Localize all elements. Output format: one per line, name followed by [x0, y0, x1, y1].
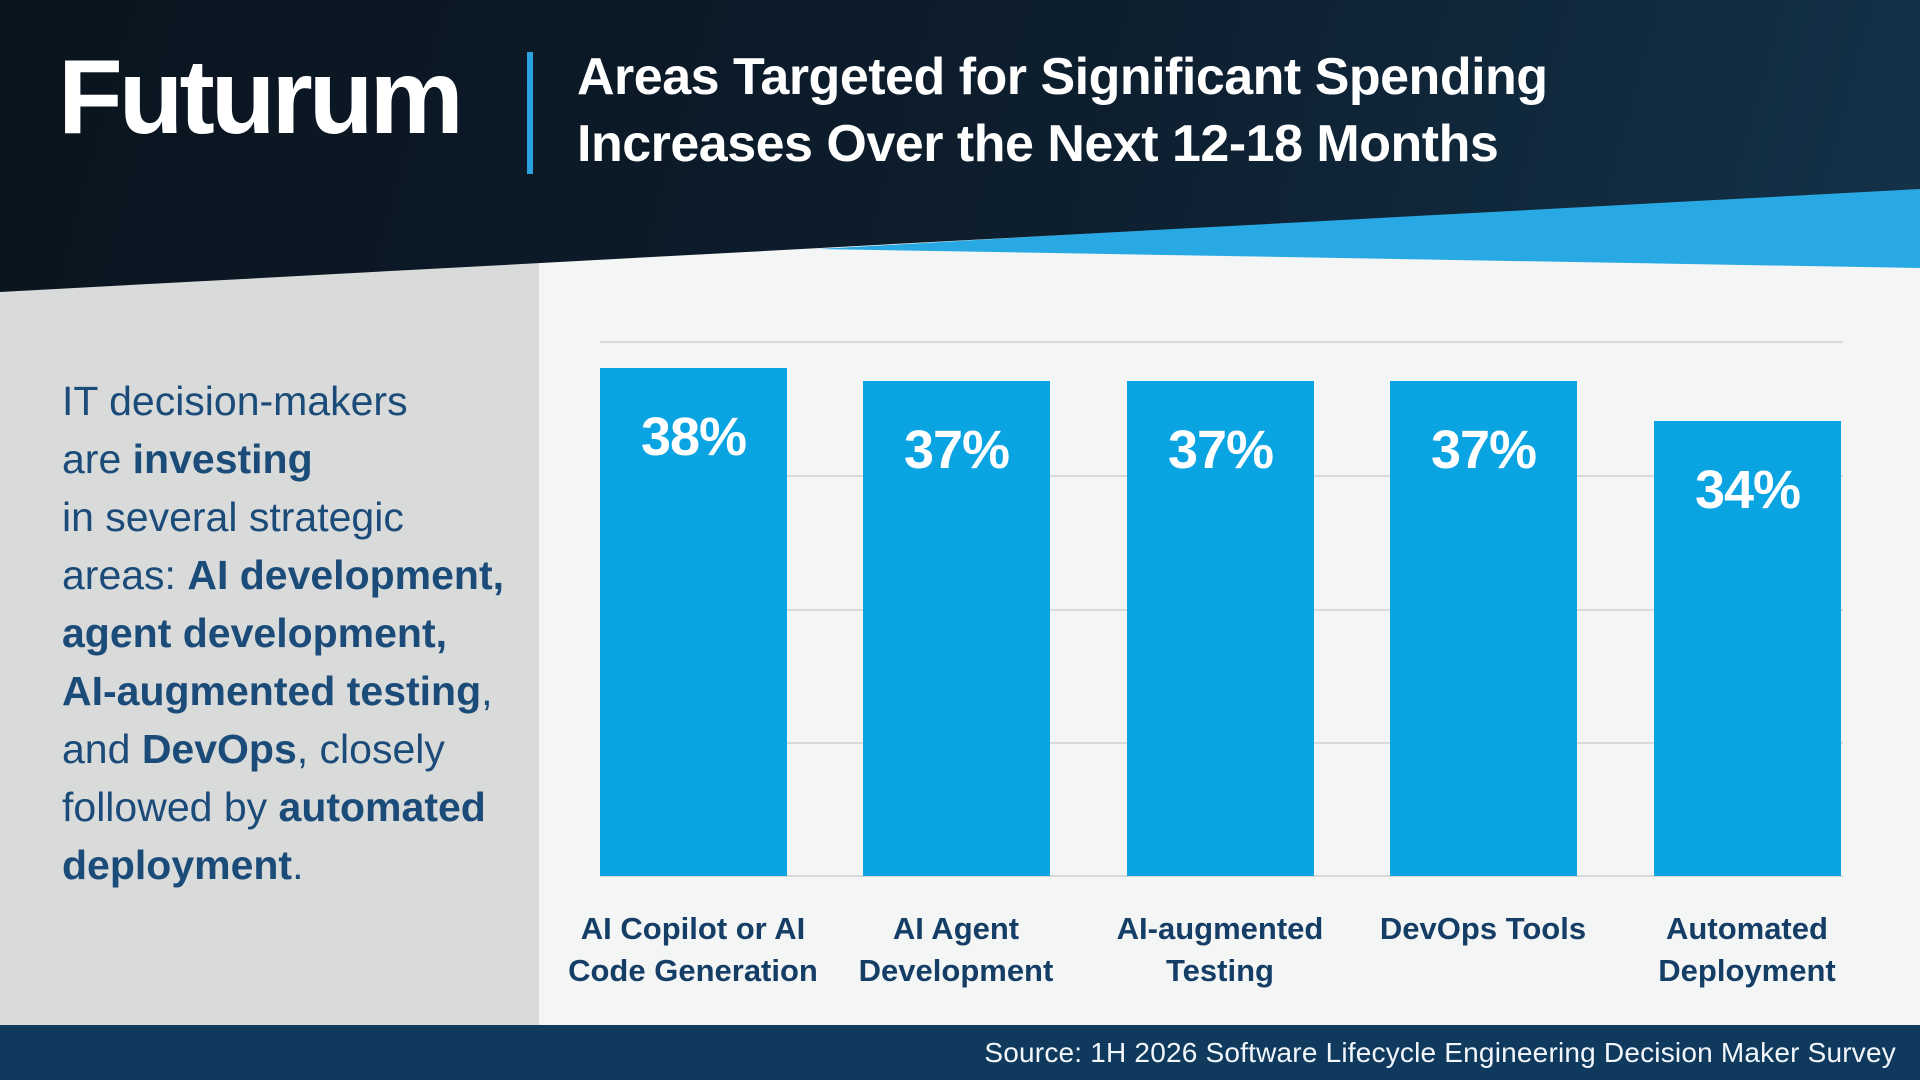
- bar-value-label: 38%: [640, 406, 747, 467]
- header-divider: [527, 52, 533, 174]
- gridline-40pct: [600, 341, 1843, 343]
- bar-automated-deployment: 34%: [1654, 421, 1841, 876]
- bar-devops-tools: 37%: [1390, 381, 1577, 876]
- intro-panel: [0, 240, 539, 1025]
- bar-value-label: 37%: [1430, 420, 1537, 481]
- bar-ai-agent-development: 37%: [863, 381, 1050, 876]
- footer-bar: Source: 1H 2026 Software Lifecycle Engin…: [0, 1025, 1920, 1080]
- bar-column: 37%: [863, 341, 1050, 876]
- bar-value-label: 37%: [1167, 420, 1274, 481]
- bar-column: 37%: [1127, 341, 1314, 876]
- intro-paragraph: IT decision-makers are investing in severa…: [62, 378, 505, 888]
- category-label-ai-augmented-testing: AI-augmented Testing: [1116, 911, 1324, 988]
- bar-ai-copilot: 38%: [600, 367, 787, 876]
- category-label-automated-deployment: Automated Deployment: [1658, 911, 1836, 988]
- category-label-devops-tools: DevOps Tools: [1379, 911, 1587, 946]
- bar-value-label: 37%: [903, 420, 1010, 481]
- x-axis-category-labels: AI Copilot or AI Code Generation AI Agen…: [568, 908, 1843, 1008]
- brand-logo: Futurum: [58, 38, 464, 156]
- bar-column: 34%: [1654, 341, 1841, 876]
- bar-column: 38%: [600, 341, 787, 876]
- bar-chart-plot-area: 38% 37% 37% 37% 34%: [600, 341, 1843, 877]
- gridline-baseline: [600, 875, 1843, 877]
- title-line-2: Increases Over the Next 12-18 Months: [577, 115, 1499, 173]
- page-title: Areas Targeted for Significant Spending …: [577, 44, 1548, 178]
- source-text: Source: 1H 2026 Software Lifecycle Engin…: [984, 1036, 1896, 1068]
- category-label-ai-copilot: AI Copilot or AI Code Generation: [568, 911, 818, 988]
- bar-value-label: 34%: [1694, 460, 1801, 521]
- bar-column: 37%: [1390, 341, 1577, 876]
- title-line-1: Areas Targeted for Significant Spending: [577, 48, 1548, 106]
- bar-ai-augmented-testing: 37%: [1127, 381, 1314, 876]
- category-label-ai-agent: AI Agent Development: [858, 911, 1054, 988]
